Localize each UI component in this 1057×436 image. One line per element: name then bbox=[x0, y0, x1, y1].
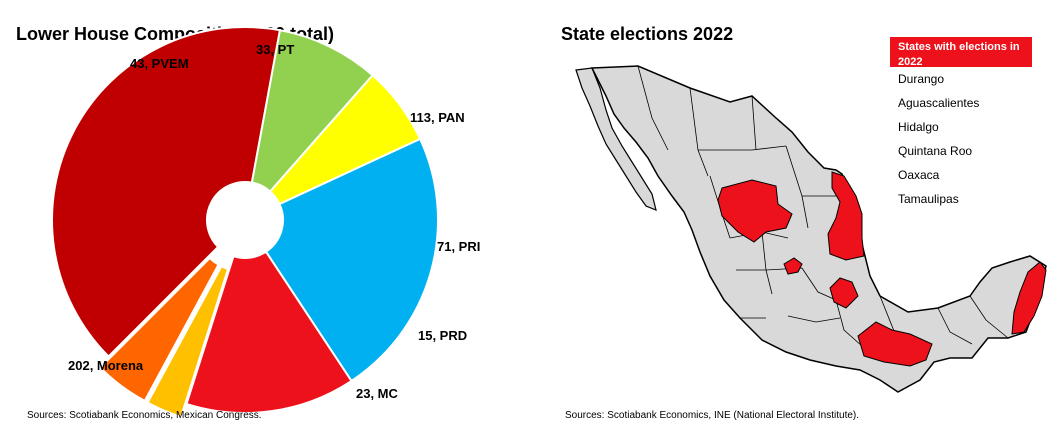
map-panel: State elections 2022 States with electio… bbox=[540, 0, 1057, 436]
donut-chart: 202, Morena 43, PVEM 33, PT 113, PAN 71, PRI… bbox=[51, 26, 480, 419]
highlighted-states bbox=[717, 171, 1047, 367]
slice-morena bbox=[51, 26, 282, 358]
baja-california-shape bbox=[575, 67, 657, 211]
slice-pri bbox=[185, 250, 353, 414]
slice-label-pri: 71, PRI bbox=[437, 239, 480, 254]
slice-label-pvem: 43, PVEM bbox=[130, 56, 189, 71]
slice-label-pan: 113, PAN bbox=[410, 110, 465, 125]
legend-state-list: Durango Aguascalientes Hidalgo Quintana … bbox=[890, 67, 1032, 211]
chart-source-note: Sources: Scotiabank Economics, Mexican C… bbox=[27, 410, 262, 421]
legend-item-hidalgo: Hidalgo bbox=[898, 120, 939, 134]
slice-label-morena: 202, Morena bbox=[68, 358, 144, 373]
map-title: State elections 2022 bbox=[561, 24, 734, 44]
legend-item-quintana-roo: Quintana Roo bbox=[898, 144, 973, 158]
state-shape-quintana-roo bbox=[1011, 261, 1047, 335]
legend-item-tamaulipas: Tamaulipas bbox=[898, 192, 959, 206]
slice-pan bbox=[264, 137, 439, 383]
state-shape-oaxaca bbox=[857, 321, 933, 367]
chart-panel: Lower House Composition (500 total) 202,… bbox=[0, 0, 520, 436]
map-land bbox=[575, 65, 1047, 393]
state-shape-tamaulipas bbox=[827, 171, 865, 261]
mexico-map bbox=[575, 65, 1047, 393]
slice-label-prd: 15, PRD bbox=[418, 328, 467, 343]
map-source-note: Sources: Scotiabank Economics, INE (Nati… bbox=[565, 410, 860, 421]
slice-label-mc: 23, MC bbox=[356, 386, 399, 401]
legend-item-aguascalientes: Aguascalientes bbox=[898, 96, 980, 110]
mainland-shape bbox=[590, 65, 1047, 393]
state-shape-hidalgo bbox=[829, 277, 859, 309]
slice-pvem bbox=[250, 29, 375, 193]
legend-item-durango: Durango bbox=[898, 72, 945, 86]
state-shape-aguascalientes bbox=[783, 257, 803, 275]
legend-header: States with elections in 2022 bbox=[890, 37, 1032, 68]
state-shape-durango bbox=[717, 179, 793, 243]
slice-prd bbox=[146, 264, 230, 419]
slice-mc bbox=[98, 256, 220, 403]
slice-label-pt: 33, PT bbox=[256, 42, 294, 57]
map-legend: States with elections in 2022 Durango Ag… bbox=[890, 37, 1032, 211]
legend-item-oaxaca: Oaxaca bbox=[898, 168, 940, 182]
